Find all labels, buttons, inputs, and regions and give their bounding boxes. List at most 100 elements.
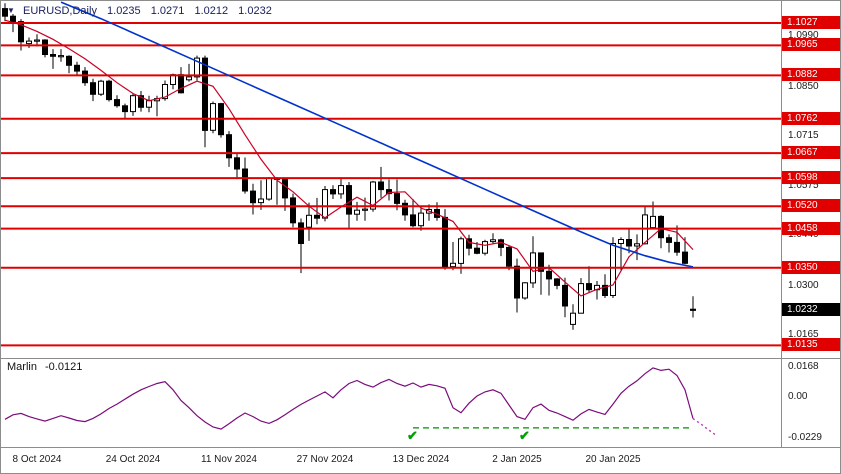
- candle-body: [74, 64, 80, 72]
- candle-body: [186, 76, 192, 81]
- symbol-dropdown-icon[interactable]: ▼: [7, 6, 15, 15]
- candle-body: [122, 105, 128, 113]
- candle-body: [634, 243, 640, 247]
- price-level-badge: 1.0135: [782, 338, 840, 351]
- candle-body: [586, 283, 592, 291]
- candle-body: [626, 239, 632, 247]
- price-level-badge: 1.0598: [782, 171, 840, 184]
- candle-body: [106, 80, 112, 101]
- candle-body: [138, 95, 144, 108]
- ohlc-close-value: 1.0232: [238, 5, 272, 17]
- candle-body: [34, 39, 40, 42]
- price-level-badge: 1.0667: [782, 146, 840, 159]
- date-axis-label: 13 Dec 2024: [392, 454, 450, 465]
- candle-body: [194, 57, 200, 78]
- candle-body: [226, 134, 232, 159]
- candle-body: [298, 222, 304, 244]
- candle-body: [234, 157, 240, 170]
- candle-body: [66, 55, 72, 66]
- candle-body: [554, 278, 560, 286]
- candle-body: [602, 284, 608, 296]
- candle-body: [306, 214, 312, 228]
- candle-body: [546, 270, 552, 280]
- checkmark-icon: ✔: [407, 428, 418, 443]
- candle-body: [514, 265, 520, 299]
- candle-body: [562, 284, 568, 307]
- candle-body: [10, 15, 16, 23]
- candle-body: [466, 238, 472, 249]
- candle-body: [450, 262, 456, 268]
- candle-body: [250, 190, 256, 204]
- candle-body: [482, 241, 488, 254]
- candle-body: [98, 80, 104, 95]
- candle-body: [458, 238, 464, 264]
- candle-body: [282, 179, 288, 199]
- candle-body: [570, 312, 576, 325]
- candle-body: [242, 168, 248, 192]
- indicator-axis-label-zero: 0.00: [788, 391, 808, 402]
- price-axis-label: 1.0165: [788, 329, 819, 340]
- candle-body: [18, 21, 24, 43]
- candle-body: [2, 8, 8, 17]
- date-axis-label: 11 Nov 2024: [201, 454, 257, 465]
- candle-body: [146, 100, 152, 108]
- candle-body: [506, 246, 512, 267]
- candle-body: [202, 57, 208, 131]
- candle-body: [82, 70, 88, 84]
- candle-body: [578, 283, 584, 314]
- candle-body: [90, 82, 96, 95]
- current-price-badge: 1.0232: [782, 303, 840, 316]
- price-level-badge: 1.0762: [782, 112, 840, 125]
- price-axis-label: 1.0575: [788, 180, 819, 191]
- candle-body: [674, 241, 680, 253]
- date-axis-label: 27 Nov 2024: [296, 454, 354, 465]
- candle-body: [418, 212, 424, 227]
- ohlc-high-value: 1.0271: [150, 5, 185, 17]
- candle-body: [442, 216, 448, 267]
- candle-body: [50, 54, 56, 57]
- candle-body: [58, 55, 64, 58]
- candle-body: [338, 185, 344, 195]
- candle-body: [178, 74, 184, 94]
- candle-body: [362, 208, 368, 211]
- candle-body: [402, 202, 408, 216]
- candle-body: [610, 243, 616, 296]
- candle-body: [42, 39, 48, 55]
- candle-body: [682, 251, 688, 264]
- candle-body: [162, 84, 168, 100]
- candle-body: [266, 177, 272, 200]
- price-level-badge: 1.0458: [782, 222, 840, 235]
- candle-body: [650, 215, 656, 229]
- candle-body: [210, 103, 216, 131]
- candle-body: [346, 185, 352, 215]
- candle-body: [618, 239, 624, 244]
- candle-body: [394, 193, 400, 204]
- chart-header: ▼ EURUSD,Daily 1.0235 1.0271 1.0212 1.02…: [7, 5, 272, 17]
- candle-body: [258, 198, 264, 204]
- time-axis[interactable]: 8 Oct 2024 24 Oct 2024 11 Nov 2024 27 Nov 2…: [1, 450, 781, 473]
- candle-body: [322, 189, 328, 219]
- date-axis-label: 8 Oct 2024: [12, 454, 62, 465]
- price-axis[interactable]: 1.09901.08501.07151.05751.04401.03001.01…: [782, 1, 840, 448]
- candle-body: [538, 252, 544, 272]
- date-axis-label: 2 Jan 2025: [492, 454, 542, 465]
- candle-body: [666, 237, 672, 243]
- candle-body: [522, 282, 528, 299]
- indicator-value: -0.0121: [45, 361, 83, 373]
- price-axis-label: 1.0300: [788, 280, 819, 291]
- ohlc-open-value: 1.0235: [107, 5, 141, 17]
- candle-body: [130, 95, 136, 113]
- candle-body: [410, 214, 416, 227]
- indicator-name: Marlin: [7, 361, 37, 373]
- candle-body: [114, 99, 120, 107]
- candle-body: [290, 197, 296, 224]
- indicator-axis-label-bottom: -0.0229: [788, 432, 822, 443]
- price-level-badge: 1.0520: [782, 199, 840, 212]
- blue-ma-line: [60, 1, 694, 268]
- red-ma-line: [4, 19, 694, 297]
- candle-body: [330, 189, 336, 195]
- date-axis-label: 20 Jan 2025: [585, 454, 641, 465]
- candle-body: [658, 215, 664, 239]
- ohlc-low-value: 1.0212: [194, 5, 229, 17]
